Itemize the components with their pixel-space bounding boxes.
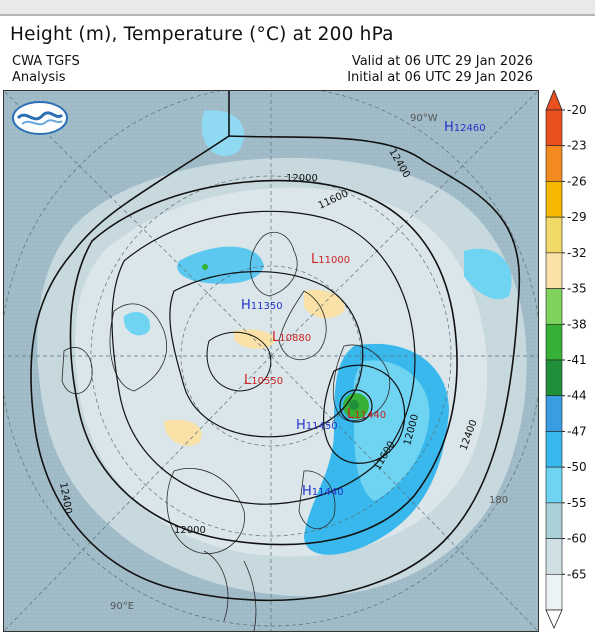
colorbar-label: -23 xyxy=(567,139,587,153)
model-info: CWA TGFS Analysis xyxy=(12,54,80,86)
cwa-logo xyxy=(12,101,68,135)
valid-time: Valid at 06 UTC 29 Jan 2026 xyxy=(351,54,533,69)
colorbar-bottom-arrow xyxy=(545,609,563,629)
contour-12400 xyxy=(30,91,521,602)
colorbar-swatch xyxy=(545,252,563,289)
contour-11600 xyxy=(111,210,416,505)
low-marker: L11000 xyxy=(311,252,350,267)
cold-patch-west xyxy=(177,246,264,284)
colorbar-label: -41 xyxy=(567,353,587,367)
colorbar-swatch xyxy=(545,502,563,539)
high-marker: H11440 xyxy=(302,484,344,499)
polar-map: 90°W 180 90°E 12400 12000 11600 12000 11… xyxy=(4,91,538,631)
colorbar-swatch xyxy=(545,181,563,218)
lon-label-90e: 90°E xyxy=(110,601,134,612)
low-labels: L11000 L10880 L10550 L11440 xyxy=(244,252,386,422)
cold-jet-inner xyxy=(353,360,430,501)
model-name: CWA TGFS xyxy=(12,54,80,69)
contour-12000 xyxy=(69,179,458,546)
contour-label: 12000 xyxy=(174,525,206,536)
contour-10800 xyxy=(206,331,272,392)
cold-patch-east xyxy=(464,248,512,300)
colorbar: -20 -23 -26 -29 -32 -35 -38 -41 -44 -47 -50 -55 -60 -… xyxy=(544,90,594,630)
colorbar-label: -32 xyxy=(567,246,587,260)
contour-11200 xyxy=(169,270,364,438)
colorbar-label: -47 xyxy=(567,424,587,438)
top-bar xyxy=(0,0,595,16)
colorbar-swatch xyxy=(545,109,563,147)
high-marker: H11350 xyxy=(241,298,283,313)
warm-pocket-3 xyxy=(164,419,202,446)
meridians xyxy=(4,91,538,631)
low-marker: L11440 xyxy=(347,407,386,422)
high-marker: H12460 xyxy=(444,120,486,135)
time-info: Valid at 06 UTC 29 Jan 2026 Initial at 0… xyxy=(347,54,533,86)
colorbar-swatch xyxy=(545,573,563,611)
colorbar-label: -29 xyxy=(567,210,587,224)
warm-pocket-1 xyxy=(304,289,345,319)
colorbar-label: -35 xyxy=(567,282,587,296)
contour-11400-low xyxy=(323,364,406,464)
colorbar-swatch xyxy=(545,395,563,432)
height-contours xyxy=(30,91,521,602)
contour-label: 12000 xyxy=(286,173,318,184)
product-name: Analysis xyxy=(12,70,66,85)
colorbar-label: -55 xyxy=(567,496,587,510)
colorbar-swatch xyxy=(545,466,563,504)
lon-label-180: 180 xyxy=(489,495,508,506)
colorbar-swatch xyxy=(545,216,563,254)
colorbar-top-arrow xyxy=(545,90,563,111)
coastlines xyxy=(61,231,391,631)
high-labels: H12460 H11350 H11450 H11440 xyxy=(241,120,486,499)
map-panel: 90°W 180 90°E 12400 12000 11600 12000 11… xyxy=(3,90,539,632)
low-marker: L10550 xyxy=(244,373,283,388)
colorbar-label: -20 xyxy=(567,103,587,117)
colorbar-label: -26 xyxy=(567,174,587,188)
cold-core-dark xyxy=(349,400,359,410)
colorbar-swatch xyxy=(545,323,563,361)
colorbar-swatch xyxy=(545,538,563,575)
colorbar-label: -50 xyxy=(567,460,587,474)
cold-patch-north xyxy=(201,110,245,157)
chart-title: Height (m), Temperature (°C) at 200 hPa xyxy=(10,24,394,45)
colorbar-label: -60 xyxy=(567,532,587,546)
colorbar-label: -44 xyxy=(567,389,587,403)
lon-label-90w: 90°W xyxy=(410,113,438,124)
high-marker: H11450 xyxy=(296,418,338,433)
colorbar-swatch xyxy=(545,359,563,397)
colorbar-swatch xyxy=(545,145,563,182)
initial-time: Initial at 06 UTC 29 Jan 2026 xyxy=(347,70,533,85)
colorbar-swatch xyxy=(545,431,563,468)
cold-patch-sw xyxy=(123,311,150,336)
colorbar-graphic: -20 -23 -26 -29 -32 -35 -38 -41 -44 -47 -50 -55 -60 -… xyxy=(545,90,587,629)
colorbar-label: -38 xyxy=(567,317,587,331)
contour-cold-core xyxy=(339,389,373,423)
contour-label: 12400 xyxy=(57,482,73,515)
colorbar-swatch xyxy=(545,288,563,325)
low-marker: L10880 xyxy=(272,330,311,345)
colorbar-label: -65 xyxy=(567,567,587,581)
cold-spot-green xyxy=(202,264,208,270)
